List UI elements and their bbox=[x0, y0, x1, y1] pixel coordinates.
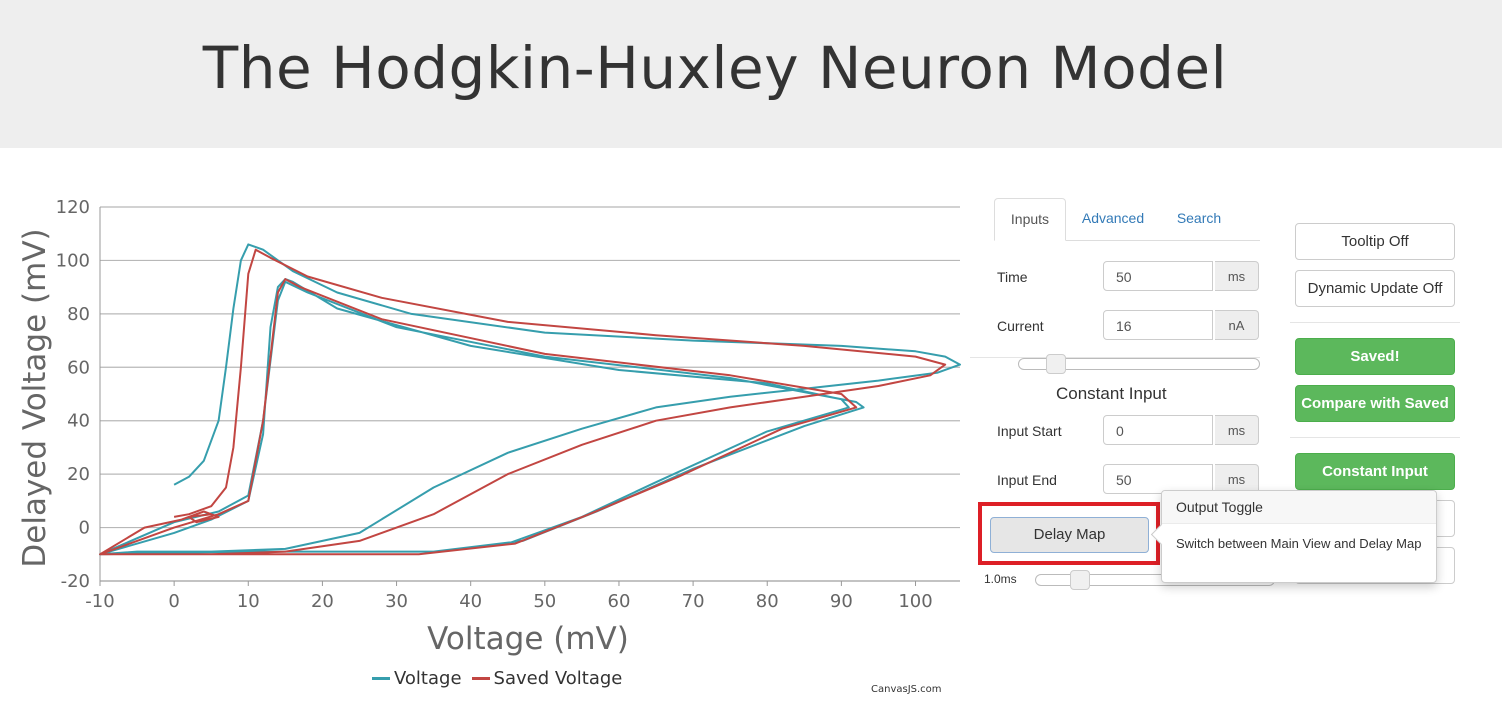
input-start-unit: ms bbox=[1215, 415, 1259, 445]
current-input-group: 16 nA bbox=[1103, 310, 1259, 342]
input-start-group: 0 ms bbox=[1103, 415, 1259, 447]
phase-plot-chart[interactable]: -20 0 20 40 60 80 100 120 -10 0 10 20 30 40 50 60 70 80 90… bbox=[0, 160, 970, 720]
popover-body: Switch between Main View and Delay Map bbox=[1176, 536, 1422, 551]
highlight-box bbox=[978, 502, 1160, 565]
x-tick-label: 10 bbox=[237, 591, 260, 612]
current-unit: nA bbox=[1215, 310, 1259, 340]
x-tick-label: 80 bbox=[756, 591, 779, 612]
legend-swatch-voltage bbox=[372, 677, 390, 680]
x-tick-label: 100 bbox=[898, 591, 932, 612]
time-input-group: 50 ms bbox=[1103, 261, 1259, 293]
time-unit: ms bbox=[1215, 261, 1259, 291]
x-tick-label: 40 bbox=[459, 591, 482, 612]
time-label: Time bbox=[997, 269, 1028, 285]
delay-slider-handle[interactable] bbox=[1070, 570, 1090, 590]
x-tick-label: 90 bbox=[830, 591, 853, 612]
x-tick-label: 60 bbox=[608, 591, 631, 612]
x-tick-label: 20 bbox=[311, 591, 334, 612]
tab-search[interactable]: Search bbox=[1176, 210, 1222, 226]
input-end-label: Input End bbox=[997, 472, 1057, 488]
legend-swatch-saved-voltage bbox=[471, 677, 490, 680]
output-toggle-popover: Output Toggle Switch between Main View a… bbox=[1150, 490, 1437, 583]
y-axis-title: Delayed Voltage (mV) bbox=[17, 228, 53, 567]
y-tick-label: 80 bbox=[67, 304, 90, 325]
x-axis-title: Voltage (mV) bbox=[427, 621, 629, 657]
page-title: The Hodgkin-Huxley Neuron Model bbox=[202, 34, 1228, 102]
saved-button[interactable]: Saved! bbox=[1295, 338, 1455, 375]
delay-map-button[interactable]: Delay Map bbox=[990, 517, 1149, 553]
input-tabs: Inputs Advanced Search bbox=[994, 198, 1260, 241]
current-label: Current bbox=[997, 318, 1044, 334]
y-tick-label: 0 bbox=[79, 518, 90, 539]
input-end-group: 50 ms bbox=[1103, 464, 1259, 496]
constant-input-title: Constant Input bbox=[1056, 384, 1167, 403]
y-tick-label: 40 bbox=[67, 411, 90, 432]
popover-title: Output Toggle bbox=[1162, 491, 1436, 524]
series-line-saved-voltage bbox=[99, 248, 947, 556]
legend-label-voltage: Voltage bbox=[394, 668, 462, 689]
input-end-field[interactable]: 50 bbox=[1103, 464, 1213, 494]
time-field[interactable]: 50 bbox=[1103, 261, 1213, 291]
dynamic-update-button[interactable]: Dynamic Update Off bbox=[1295, 270, 1455, 307]
current-field[interactable]: 16 bbox=[1103, 310, 1213, 340]
input-start-field[interactable]: 0 bbox=[1103, 415, 1213, 445]
x-tick-label: 30 bbox=[385, 591, 408, 612]
y-tick-label: 60 bbox=[67, 357, 90, 378]
divider bbox=[1290, 437, 1460, 438]
constant-input-button[interactable]: Constant Input bbox=[1295, 453, 1455, 490]
tab-advanced[interactable]: Advanced bbox=[1081, 210, 1145, 226]
y-tick-label: -20 bbox=[61, 571, 90, 592]
y-tick-label: 120 bbox=[56, 197, 90, 218]
compare-with-saved-button[interactable]: Compare with Saved bbox=[1295, 385, 1455, 422]
delay-value-label: 1.0ms bbox=[984, 572, 1017, 586]
chart-credits[interactable]: CanvasJS.com bbox=[871, 684, 942, 695]
input-end-unit: ms bbox=[1215, 464, 1259, 494]
legend-item-saved-voltage[interactable]: Saved Voltage bbox=[471, 668, 623, 689]
x-tick-label: -10 bbox=[85, 591, 114, 612]
divider bbox=[970, 357, 1260, 358]
divider bbox=[1290, 322, 1460, 323]
current-slider-handle[interactable] bbox=[1046, 354, 1066, 374]
page-header: The Hodgkin-Huxley Neuron Model bbox=[0, 0, 1502, 148]
tooltip-toggle-button[interactable]: Tooltip Off bbox=[1295, 223, 1455, 260]
legend-item-voltage[interactable]: Voltage bbox=[372, 668, 462, 689]
input-start-label: Input Start bbox=[997, 423, 1062, 439]
chart-svg: -20 0 20 40 60 80 100 120 -10 0 10 20 30 40 50 60 70 80 90… bbox=[17, 197, 961, 657]
chart-legend: Voltage Saved Voltage bbox=[372, 668, 622, 689]
tab-inputs[interactable]: Inputs bbox=[994, 198, 1066, 241]
y-tick-label: 100 bbox=[56, 250, 90, 271]
x-tick-label: 50 bbox=[533, 591, 556, 612]
current-slider[interactable] bbox=[1018, 354, 1260, 374]
y-tick-label: 20 bbox=[67, 464, 90, 485]
legend-label-saved-voltage: Saved Voltage bbox=[493, 668, 623, 689]
x-tick-label: 0 bbox=[168, 591, 179, 612]
series-line-voltage bbox=[99, 243, 961, 556]
x-tick-label: 70 bbox=[682, 591, 705, 612]
